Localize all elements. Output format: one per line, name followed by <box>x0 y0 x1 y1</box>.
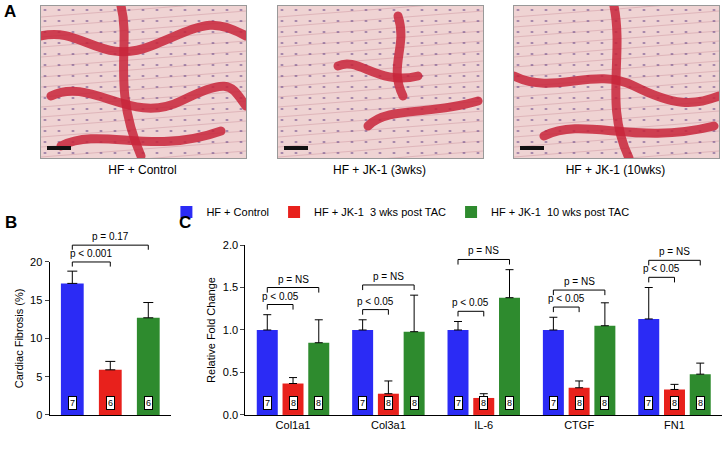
svg-text:8: 8 <box>386 398 391 408</box>
svg-text:p < 0.05: p < 0.05 <box>357 296 394 307</box>
svg-text:1.0: 1.0 <box>223 324 238 336</box>
svg-text:8: 8 <box>291 398 296 408</box>
svg-text:0.0: 0.0 <box>223 409 238 421</box>
svg-text:8: 8 <box>412 398 417 408</box>
svg-text:p < 0.05: p < 0.05 <box>262 291 299 302</box>
svg-text:p = 0.17: p = 0.17 <box>92 231 129 242</box>
svg-text:Col3a1: Col3a1 <box>371 419 406 431</box>
svg-text:8: 8 <box>507 398 512 408</box>
svg-text:HF + Control: HF + Control <box>206 206 269 218</box>
svg-text:p = NS: p = NS <box>373 271 404 282</box>
html-text:HF + Control: HF + Control <box>108 163 177 177</box>
svg-text:1.5: 1.5 <box>223 281 238 293</box>
html-text:HF + JK-1 (10wks): HF + JK-1 (10wks) <box>565 163 666 177</box>
svg-text:p = NS: p = NS <box>659 246 690 257</box>
svg-text:8: 8 <box>672 398 677 408</box>
svg-text:7: 7 <box>646 398 651 408</box>
svg-text:p = NS: p = NS <box>278 274 309 285</box>
svg-text:15: 15 <box>30 294 42 306</box>
svg-text:7: 7 <box>265 398 270 408</box>
svg-text:8: 8 <box>481 398 486 408</box>
svg-text:7: 7 <box>551 398 556 408</box>
svg-text:p = NS: p = NS <box>564 276 595 287</box>
svg-text:Cardiac Fibrosis (%): Cardiac Fibrosis (%) <box>13 289 25 389</box>
svg-text:Relative Fold Change: Relative Fold Change <box>205 277 217 383</box>
svg-text:8: 8 <box>316 398 321 408</box>
svg-text:0.5: 0.5 <box>223 366 238 378</box>
svg-text:8: 8 <box>698 398 703 408</box>
svg-text:p = NS: p = NS <box>468 245 499 256</box>
svg-text:p < 0.001: p < 0.001 <box>70 248 112 259</box>
svg-text:p < 0.05: p < 0.05 <box>548 293 585 304</box>
svg-text:7: 7 <box>70 398 75 408</box>
html-text:HF + JK-1 (3wks): HF + JK-1 (3wks) <box>333 163 426 177</box>
svg-text:10: 10 <box>30 332 42 344</box>
svg-text:7: 7 <box>360 398 365 408</box>
svg-text:C: C <box>179 213 191 232</box>
svg-text:7: 7 <box>456 398 461 408</box>
svg-text:HF + JK-1 10 wks post TAC: HF + JK-1 10 wks post TAC <box>491 206 629 218</box>
svg-text:HF + JK-1 3 wks post TAC: HF + JK-1 3 wks post TAC <box>314 206 446 218</box>
html-text:A: A <box>4 2 17 21</box>
svg-text:2.0: 2.0 <box>223 239 238 251</box>
svg-text:20: 20 <box>30 256 42 268</box>
svg-text:B: B <box>5 213 17 232</box>
svg-text:8: 8 <box>602 398 607 408</box>
svg-text:FN1: FN1 <box>664 419 685 431</box>
svg-text:CTGF: CTGF <box>564 419 594 431</box>
svg-text:p < 0.05: p < 0.05 <box>452 297 489 308</box>
svg-text:6: 6 <box>146 398 151 408</box>
svg-text:IL-6: IL-6 <box>474 419 493 431</box>
svg-text:0: 0 <box>36 409 42 421</box>
svg-text:p < 0.05: p < 0.05 <box>643 263 680 274</box>
svg-text:8: 8 <box>577 398 582 408</box>
svg-text:Col1a1: Col1a1 <box>276 419 311 431</box>
svg-text:5: 5 <box>36 371 42 383</box>
svg-text:6: 6 <box>108 398 113 408</box>
